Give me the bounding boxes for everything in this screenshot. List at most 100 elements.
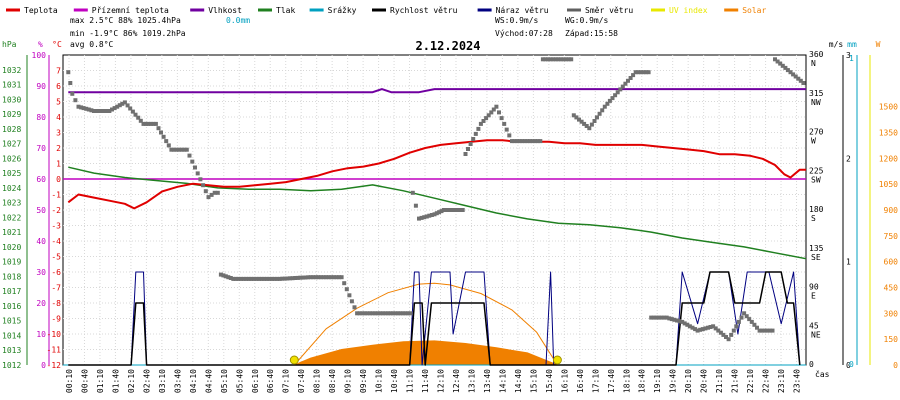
pressure-tick-label: 1021	[2, 228, 21, 237]
wind-direction-point	[793, 74, 798, 79]
wind-direction-point	[120, 101, 125, 106]
wind-direction-point	[198, 177, 203, 182]
pressure-tick-label: 1025	[2, 169, 21, 178]
pressure-tick-label: 1012	[2, 361, 21, 370]
wind-direction-point	[282, 276, 287, 281]
wind-direction-point	[504, 127, 509, 132]
wind-direction-point	[347, 293, 352, 298]
x-tick-label: 23:40	[793, 369, 802, 393]
x-tick-label: 09:40	[359, 369, 368, 393]
wind-tick-label: 2	[846, 154, 851, 163]
wind-direction-point	[437, 210, 442, 215]
x-tick-label: 02:10	[127, 369, 136, 393]
x-tick-label: 04:10	[189, 369, 198, 393]
wind-direction-point	[633, 70, 638, 75]
wind-direction-point	[174, 147, 179, 152]
stats-avg: avg 0.8°C	[70, 40, 114, 49]
wind-direction-point	[169, 147, 174, 152]
pressure-tick-label: 1026	[2, 154, 21, 163]
pressure-tick-label: 1015	[2, 317, 21, 326]
solar-tick-label: 300	[884, 309, 899, 318]
wind-direction-point	[264, 276, 269, 281]
wind-direction-point	[300, 275, 305, 280]
wind-direction-point	[460, 208, 465, 212]
wind-direction-point	[195, 171, 200, 176]
x-tick-label: 05:40	[235, 369, 244, 393]
wind-direction-point	[716, 328, 721, 333]
wind-direction-point	[357, 311, 362, 316]
wind-direction-point	[775, 59, 780, 64]
wind-direction-point	[378, 311, 383, 316]
wind-direction-point	[70, 91, 75, 96]
wind-direction-point	[370, 311, 375, 316]
temperature-tick-label: -6	[51, 268, 61, 277]
x-tick-label: 06:10	[251, 369, 260, 393]
legend-label-2: Vlhkost	[208, 6, 242, 15]
wind-direction-point	[102, 109, 107, 113]
wind-direction-point	[791, 72, 796, 77]
pressure-tick-label: 1019	[2, 258, 21, 267]
rain-tick-label: 1	[849, 54, 854, 63]
series	[63, 57, 807, 366]
x-tick-label: 10:10	[375, 369, 384, 393]
wind-direction-point	[509, 139, 514, 144]
wind-direction-point	[796, 76, 801, 81]
wind-direction-point	[298, 275, 303, 280]
wind-direction-point	[773, 57, 777, 62]
wind-direction-point	[528, 139, 532, 144]
wind-direction-point	[468, 142, 473, 146]
wind-direction-point	[427, 213, 432, 218]
wind-dir-tick-label: 360	[809, 50, 824, 59]
wind-direction-point	[130, 109, 135, 114]
wind-direction-point	[295, 275, 300, 280]
wind-direction-point	[605, 101, 610, 106]
wind-direction-point	[497, 110, 501, 115]
wind-direction-point	[76, 104, 81, 109]
wind-direction-point	[695, 328, 700, 333]
solar-tick-label: 150	[884, 335, 899, 344]
x-tick-label: 12:40	[452, 369, 461, 393]
temperature-tick-label: -8	[51, 299, 61, 308]
wind-direction-point	[731, 328, 736, 333]
wind-direction-point	[393, 311, 398, 316]
wind-direction-point	[326, 275, 331, 280]
wind-dir-compass-label: W	[811, 137, 816, 146]
wind-direction-point	[156, 126, 161, 131]
pressure-tick-label: 1016	[2, 302, 21, 311]
wind-direction-point	[94, 109, 99, 113]
wind-direction-point	[623, 81, 628, 86]
wind-direction-point	[798, 78, 803, 83]
wind-axis-unit: m/s	[829, 40, 844, 49]
wind-direction-point	[602, 104, 607, 109]
wind-direction-point	[584, 124, 589, 128]
x-tick-label: 11:40	[421, 369, 430, 393]
wind-direction-point	[628, 76, 633, 80]
humidity-tick-label: 20	[36, 299, 46, 308]
wind-direction-point	[765, 328, 770, 333]
wind-direction-point	[561, 57, 566, 62]
x-tick-label: 06:40	[266, 369, 275, 393]
wind-direction-point	[556, 57, 561, 62]
wind-direction-point	[413, 203, 418, 208]
wind-direction-point	[543, 57, 548, 62]
humidity-line	[68, 88, 806, 94]
pressure-axis-unit: hPa	[2, 40, 17, 49]
wind-direction-point	[161, 134, 166, 139]
wind-direction-point	[190, 159, 195, 164]
wind-direction-point	[747, 317, 752, 322]
wind-direction-point	[574, 115, 579, 120]
wind-direction-point	[538, 139, 543, 144]
x-tick-label: 20:10	[684, 369, 693, 393]
wind-direction-point	[530, 139, 535, 144]
wind-direction-point	[290, 276, 295, 281]
wind-direction-point	[551, 57, 556, 62]
legend-label-4: Srážky	[328, 6, 357, 15]
wind-direction-point	[595, 115, 599, 120]
wind-direction-point	[206, 195, 211, 200]
wind-direction-point	[368, 311, 372, 316]
wind-direction-point	[241, 276, 246, 281]
wind-direction-point	[484, 116, 489, 121]
pressure-tick-label: 1030	[2, 95, 21, 104]
wind-direction-point	[726, 337, 731, 342]
x-tick-label: 03:10	[158, 369, 167, 393]
